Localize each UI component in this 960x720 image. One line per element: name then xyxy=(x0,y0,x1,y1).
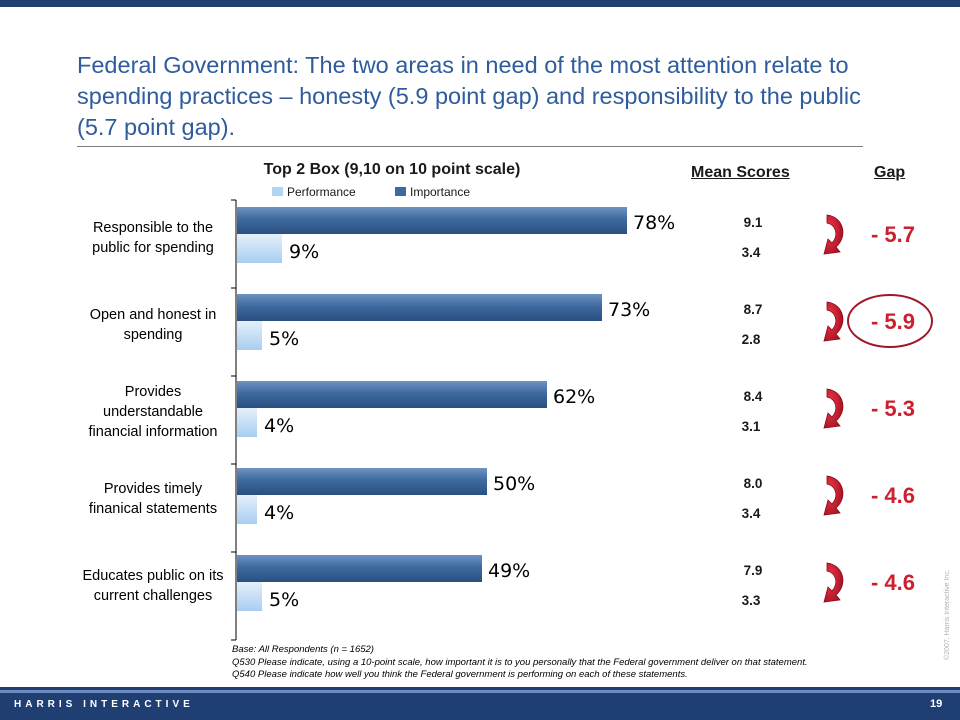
gap-highlight-circle xyxy=(847,294,933,348)
mean-score-importance: 8.4 xyxy=(744,389,763,404)
category-label: spending xyxy=(124,327,183,343)
bar-label-performance: 4% xyxy=(264,502,294,524)
category-label: understandable xyxy=(103,404,203,420)
bar-performance xyxy=(237,408,257,437)
category-label: current challenges xyxy=(94,588,213,604)
mean-score-performance: 3.1 xyxy=(742,419,761,434)
mean-scores-header: Mean Scores xyxy=(691,164,790,181)
page-number: 19 xyxy=(930,698,943,710)
footnotes: Base: All Respondents (n = 1652) Q530 Pl… xyxy=(232,644,960,682)
bar-importance xyxy=(237,381,547,408)
bar-importance xyxy=(237,294,602,321)
bar-label-importance: 50% xyxy=(493,473,535,495)
legend-swatch-performance xyxy=(272,187,283,196)
bar-label-importance: 73% xyxy=(608,299,650,321)
mean-score-importance: 9.1 xyxy=(744,215,763,230)
copyright-note: ©2007, Harris Interactive Inc. xyxy=(944,569,951,660)
legend-label-importance: Importance xyxy=(410,185,470,199)
slide-title: Federal Government: The two areas in nee… xyxy=(77,52,861,140)
legend-swatch-importance xyxy=(395,187,406,196)
curved-arrow-icon xyxy=(823,562,844,603)
bar-importance xyxy=(237,207,627,234)
bar-importance xyxy=(237,468,487,495)
bar-label-performance: 5% xyxy=(269,589,299,611)
top-bar xyxy=(0,0,960,7)
bar-importance xyxy=(237,555,482,582)
mean-score-performance: 3.4 xyxy=(742,506,761,521)
brand-name: HARRIS INTERACTIVE xyxy=(14,699,194,710)
bar-label-performance: 4% xyxy=(264,415,294,437)
bar-chart: Top 2 Box (9,10 on 10 point scale) Perfor… xyxy=(82,161,933,641)
category-label: Provides xyxy=(125,384,181,400)
curved-arrow-icon xyxy=(823,301,844,342)
gap-value: - 4.6 xyxy=(871,570,915,595)
mean-score-performance: 3.3 xyxy=(742,593,761,608)
category-label: Open and honest in xyxy=(90,307,217,323)
bar-label-performance: 5% xyxy=(269,328,299,350)
footnote-base: Base: All Respondents (n = 1652) xyxy=(232,644,374,655)
gap-header: Gap xyxy=(874,164,906,181)
footnote-q540: Q540 Please indicate how well you think … xyxy=(232,669,688,680)
footnote-q530: Q530 Please indicate, using a 10-point s… xyxy=(232,656,808,668)
mean-score-importance: 8.7 xyxy=(744,302,763,317)
chart-title: Top 2 Box (9,10 on 10 point scale) xyxy=(264,161,521,178)
bar-performance xyxy=(237,582,262,611)
legend-label-performance: Performance xyxy=(287,185,356,199)
gap-value: - 5.9 xyxy=(871,309,915,334)
category-label: Educates public on its xyxy=(82,568,223,584)
curved-arrow-icon xyxy=(823,388,844,429)
gap-value: - 4.6 xyxy=(871,483,915,508)
bar-performance xyxy=(237,321,262,350)
category-label: Responsible to the xyxy=(93,220,213,236)
category-label: Provides timely xyxy=(104,481,203,497)
bottom-accent xyxy=(0,690,960,693)
mean-score-performance: 3.4 xyxy=(742,245,761,260)
bar-performance xyxy=(237,495,257,524)
mean-score-performance: 2.8 xyxy=(742,332,761,347)
gap-value: - 5.7 xyxy=(871,222,915,247)
bar-performance xyxy=(237,234,282,263)
bar-label-importance: 62% xyxy=(553,386,595,408)
mean-score-importance: 7.9 xyxy=(744,563,763,578)
mean-score-importance: 8.0 xyxy=(744,476,763,491)
curved-arrow-icon xyxy=(823,475,844,516)
gap-value: - 5.3 xyxy=(871,396,915,421)
title-rule xyxy=(77,146,863,147)
curved-arrow-icon xyxy=(823,214,844,255)
bar-label-importance: 49% xyxy=(488,560,530,582)
bar-label-importance: 78% xyxy=(633,212,675,234)
category-label: finanical statements xyxy=(89,501,217,517)
category-label: public for spending xyxy=(92,240,214,256)
category-label: financial information xyxy=(89,424,218,440)
bar-label-performance: 9% xyxy=(289,241,319,263)
